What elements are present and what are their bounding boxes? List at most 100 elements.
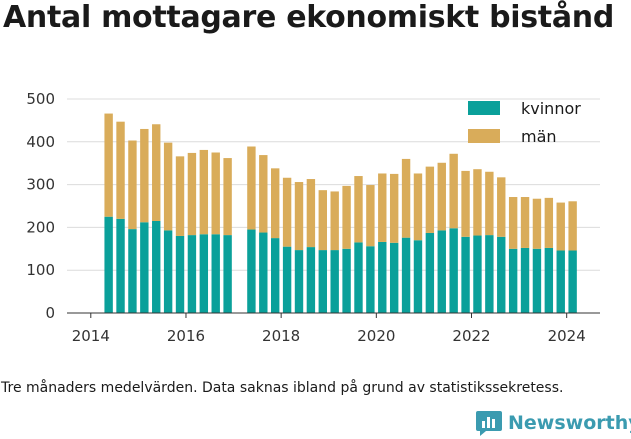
- bar-kvinnor: [425, 232, 435, 313]
- bar-kvinnor: [342, 248, 351, 313]
- bar-man: [282, 177, 292, 247]
- bar-man: [389, 173, 399, 243]
- bar-man: [152, 124, 161, 221]
- y-tick-label: 100: [26, 261, 55, 279]
- bar-kvinnor: [532, 248, 542, 313]
- brand-logo[interactable]: Newsworthy: [476, 409, 631, 437]
- bar-kvinnor: [378, 241, 387, 313]
- legend-label-kvinnor: kvinnor: [521, 99, 581, 118]
- bar-kvinnor: [259, 232, 268, 313]
- x-tick-label: 2022: [452, 327, 490, 345]
- bar-kvinnor: [271, 238, 280, 313]
- bar-kvinnor: [413, 240, 423, 313]
- bar-man: [437, 162, 446, 231]
- bar-man: [556, 202, 565, 251]
- bar-kvinnor: [223, 235, 232, 313]
- bar-man: [140, 128, 149, 223]
- legend: kvinnor män: [468, 99, 581, 146]
- y-tick-label: 400: [26, 133, 55, 151]
- bar-kvinnor: [175, 235, 185, 313]
- bar-man: [401, 158, 411, 238]
- x-tick-label: 2018: [262, 327, 300, 345]
- bar-man: [413, 173, 423, 241]
- x-tick-label: 2020: [357, 327, 395, 345]
- x-tick-label: 2014: [72, 327, 110, 345]
- bar-kvinnor: [282, 246, 292, 313]
- bar-kvinnor: [152, 220, 161, 313]
- bar-kvinnor: [366, 246, 375, 313]
- bar-man: [366, 185, 375, 247]
- bar-kvinnor: [116, 218, 125, 313]
- legend-swatch-kvinnor: [468, 101, 500, 115]
- bar-man: [532, 198, 542, 249]
- bar-man: [199, 149, 209, 235]
- bar-man: [485, 171, 494, 236]
- bar-man: [330, 191, 339, 251]
- bar-man: [187, 152, 197, 236]
- bar-man: [318, 190, 327, 251]
- bar-man: [211, 152, 220, 235]
- bar-kvinnor: [461, 236, 470, 313]
- x-tick-label: 2016: [167, 327, 205, 345]
- chart-title: Antal mottagare ekonomiskt bistånd: [3, 0, 615, 35]
- bar-kvinnor: [294, 250, 304, 313]
- bar-man: [473, 169, 482, 236]
- bar-man: [223, 158, 232, 236]
- bar-man: [247, 146, 256, 230]
- y-tick-label: 0: [45, 304, 55, 322]
- bar-kvinnor: [473, 235, 482, 313]
- x-tick-label: 2024: [548, 327, 586, 345]
- bar-kvinnor: [544, 247, 554, 313]
- bar-man: [163, 142, 173, 231]
- bar-man: [508, 197, 518, 249]
- bar-man: [568, 201, 577, 251]
- bar-man: [461, 170, 470, 237]
- y-axis-ticks: 0 100 200 300 400 500: [26, 90, 55, 322]
- bar-man: [544, 197, 554, 248]
- bar-man: [271, 168, 280, 239]
- bars: [104, 113, 577, 313]
- bar-kvinnor: [497, 236, 506, 313]
- bar-man: [342, 185, 351, 249]
- bar-man: [128, 140, 137, 230]
- bar-kvinnor: [306, 247, 316, 313]
- bar-kvinnor: [247, 229, 256, 313]
- bar-man: [175, 156, 185, 236]
- legend-label-man: män: [521, 127, 557, 146]
- bar-kvinnor: [389, 242, 399, 313]
- caption: Tre månaders medelvärden. Data saknas ib…: [1, 380, 564, 396]
- bar-man: [116, 121, 125, 219]
- bar-man: [306, 179, 316, 248]
- y-tick-label: 200: [26, 218, 55, 236]
- bar-man: [378, 173, 387, 242]
- brand-name: Newsworthy: [508, 412, 631, 434]
- bar-kvinnor: [318, 250, 327, 313]
- bar-kvinnor: [128, 229, 137, 313]
- bar-kvinnor: [199, 234, 209, 313]
- bar-kvinnor: [449, 228, 458, 313]
- bar-kvinnor: [211, 234, 220, 313]
- bar-man: [497, 177, 506, 237]
- bar-man: [104, 113, 113, 217]
- bar-man: [354, 176, 363, 243]
- y-tick-label: 500: [26, 90, 55, 108]
- x-axis: 2014 2016 2018 2020 2022 2024: [67, 312, 600, 345]
- bar-kvinnor: [140, 222, 149, 313]
- y-tick-label: 300: [26, 176, 55, 194]
- bar-kvinnor: [330, 250, 339, 313]
- bar-kvinnor: [556, 250, 565, 313]
- bar-man: [259, 155, 268, 233]
- bar-man: [520, 197, 530, 248]
- legend-swatch-man: [468, 129, 500, 143]
- bar-man: [294, 182, 304, 251]
- bar-kvinnor: [354, 242, 363, 313]
- bar-kvinnor: [401, 237, 411, 313]
- bar-kvinnor: [520, 247, 530, 313]
- bar-kvinnor: [437, 230, 446, 313]
- bar-kvinnor: [187, 235, 197, 313]
- bar-kvinnor: [104, 216, 113, 313]
- chart-svg: 0 100 200 300 400 500 2014 2016 2018 2020 2022 202…: [26, 90, 600, 345]
- bar-kvinnor: [568, 250, 577, 313]
- bar-man: [449, 153, 458, 229]
- newsworthy-logo-icon: [476, 411, 502, 436]
